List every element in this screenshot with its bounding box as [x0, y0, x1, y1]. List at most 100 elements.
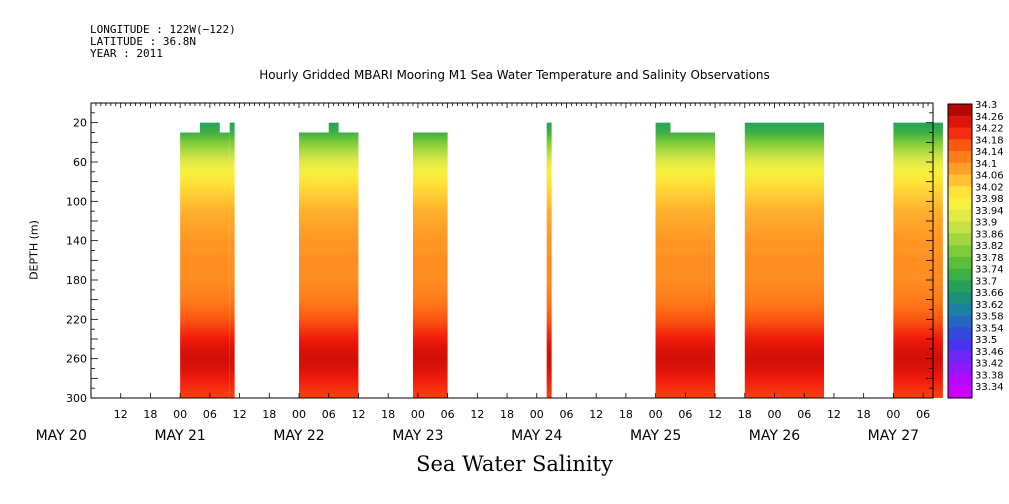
x-tick-label: 12	[827, 408, 841, 421]
y-tick-label: 260	[66, 353, 87, 366]
date-label: MAY 20	[36, 428, 87, 444]
legend-label: 34.3	[975, 100, 997, 111]
legend-swatch	[948, 115, 972, 129]
legend-swatch	[948, 374, 972, 387]
legend-label: 34.26	[975, 112, 1004, 123]
legend-swatch	[948, 233, 972, 246]
x-tick-label: 18	[143, 408, 157, 421]
x-tick-label: 00	[768, 408, 782, 421]
x-tick-label: 18	[857, 408, 871, 421]
legend-swatch	[948, 315, 972, 328]
legend-label: 34.02	[975, 182, 1004, 193]
x-tick-label: 00	[411, 408, 425, 421]
x-tick-label: 06	[441, 408, 455, 421]
legend-swatch	[948, 221, 972, 234]
x-tick-label: 12	[708, 408, 722, 421]
data-segment-1-extension-1	[199, 122, 220, 399]
legend-swatch	[948, 303, 972, 317]
y-tick-label: 20	[73, 117, 87, 130]
x-tick-label: 00	[530, 408, 544, 421]
longitude-label: LONGITUDE : 122W(−122)	[90, 23, 236, 36]
date-label: MAY 22	[273, 428, 324, 444]
legend-swatch	[948, 209, 972, 223]
x-tick-label: 12	[233, 408, 247, 421]
x-tick-label: 00	[173, 408, 187, 421]
x-tick-label: 06	[678, 408, 692, 421]
x-tick-label: 18	[500, 408, 514, 421]
latitude-label: LATITUDE : 36.8N	[90, 35, 196, 48]
x-tick-label: 18	[381, 408, 395, 421]
data-segment-7	[893, 122, 943, 399]
legend-swatch	[948, 151, 972, 164]
legend-label: 34.14	[975, 147, 1004, 158]
y-tick-label: 220	[66, 313, 87, 326]
x-tick-label: 06	[916, 408, 930, 421]
legend-label: 34.22	[975, 124, 1004, 135]
legend-swatch	[948, 292, 972, 305]
legend-label: 33.5	[975, 335, 997, 346]
legend-label: 33.78	[975, 253, 1004, 264]
year-label: YEAR : 2011	[90, 47, 163, 60]
x-tick-label: 06	[322, 408, 336, 421]
legend-label: 33.74	[975, 265, 1004, 276]
legend-swatch	[948, 350, 972, 364]
legend-swatch	[948, 139, 972, 152]
legend-label: 33.98	[975, 194, 1004, 205]
x-tick-label: 18	[738, 408, 752, 421]
legend-label: 33.82	[975, 241, 1004, 252]
data-segment-6	[744, 122, 825, 399]
legend-frame	[947, 103, 973, 399]
legend-label: 34.06	[975, 171, 1004, 182]
legend-swatch	[948, 174, 972, 187]
legend-swatch	[948, 162, 972, 176]
legend-label: 33.62	[975, 300, 1004, 311]
legend-label: 33.58	[975, 312, 1004, 323]
legend-label: 33.54	[975, 323, 1004, 334]
data-segment-5-extension-1	[655, 122, 671, 399]
x-tick-label: 18	[262, 408, 276, 421]
data-segment-1-extension-2	[229, 122, 235, 399]
y-tick-label: 60	[73, 156, 87, 169]
legend-label: 33.46	[975, 347, 1004, 358]
legend-label: 33.9	[975, 218, 997, 229]
chart-title: Hourly Gridded MBARI Mooring M1 Sea Wate…	[259, 68, 770, 82]
legend-label: 33.42	[975, 359, 1004, 370]
data-segment-2-extension-1	[328, 122, 339, 399]
x-tick-label: 06	[797, 408, 811, 421]
y-tick-label: 100	[66, 195, 87, 208]
legend-swatch	[948, 186, 972, 199]
plot-area	[91, 103, 943, 399]
legend-swatch	[948, 280, 972, 293]
x-tick-label: 12	[351, 408, 365, 421]
legend-swatch	[948, 362, 972, 375]
legend-label: 33.34	[975, 382, 1004, 393]
legend-swatch	[948, 339, 972, 352]
x-tick-label: 00	[886, 408, 900, 421]
legend-label: 33.94	[975, 206, 1004, 217]
x-tick-label: 12	[589, 408, 603, 421]
x-tick-label: 12	[114, 408, 128, 421]
variable-title: Sea Water Salinity	[416, 452, 613, 476]
y-tick-label: 300	[66, 392, 87, 405]
x-tick-label: 00	[649, 408, 663, 421]
legend-swatch	[948, 256, 972, 270]
x-tick-label: 06	[559, 408, 573, 421]
legend-label: 34.18	[975, 135, 1004, 146]
x-tick-label: 18	[619, 408, 633, 421]
legend-label: 33.7	[975, 276, 997, 287]
legend-swatch	[948, 127, 972, 140]
legend-label: 33.66	[975, 288, 1004, 299]
x-tick-label: 00	[292, 408, 306, 421]
date-label: MAY 27	[868, 428, 919, 444]
legend-swatch	[948, 386, 972, 399]
date-label: MAY 26	[749, 428, 800, 444]
date-label: MAY 24	[511, 428, 562, 444]
data-segment-4	[546, 122, 552, 399]
legend-label: 33.38	[975, 370, 1004, 381]
date-label: MAY 21	[154, 428, 205, 444]
x-tick-label: 06	[203, 408, 217, 421]
legend-label: 34.1	[975, 159, 997, 170]
legend-swatch	[948, 245, 972, 258]
legend-swatch	[948, 268, 972, 281]
